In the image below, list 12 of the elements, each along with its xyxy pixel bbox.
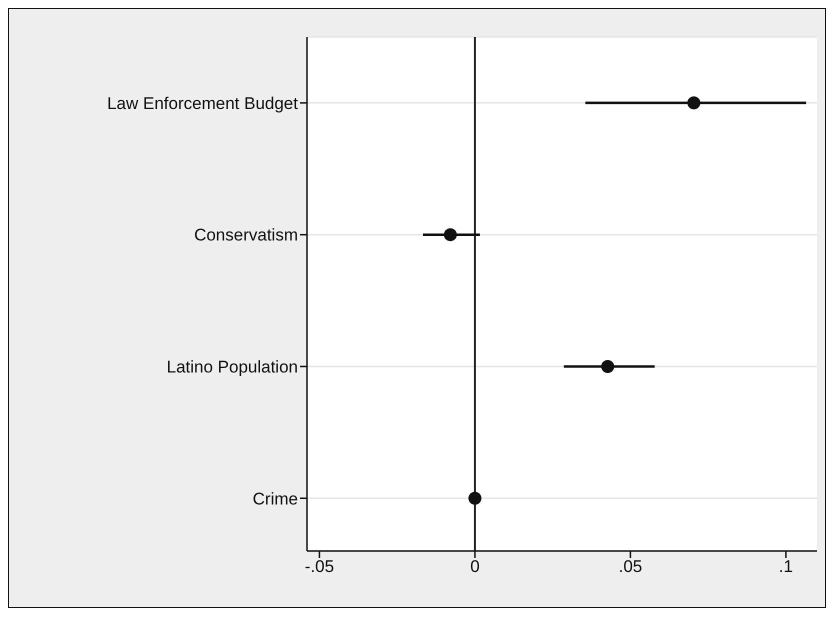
x-tick-label: -.05	[304, 557, 334, 576]
point	[468, 492, 482, 505]
y-tick-label: Law Enforcement Budget	[107, 94, 298, 113]
y-tick-label: Conservatism	[194, 226, 298, 245]
x-tick-label: .1	[778, 557, 793, 576]
point	[601, 360, 614, 373]
x-tick-label: .05	[618, 557, 642, 576]
point	[687, 96, 700, 110]
x-tick-label: 0	[470, 557, 480, 576]
y-tick-label: Crime	[252, 489, 298, 508]
point	[444, 228, 457, 242]
y-tick-label: Latino Population	[166, 358, 298, 377]
